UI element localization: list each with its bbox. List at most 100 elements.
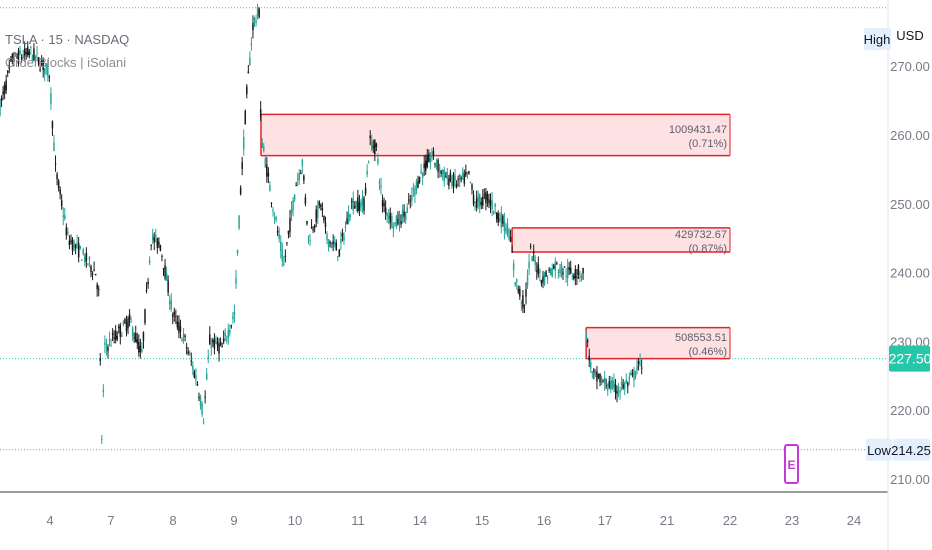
candle (630, 370, 632, 376)
candle-body (586, 340, 589, 342)
candle-body (221, 346, 223, 348)
candle (563, 266, 566, 268)
candle-body (384, 207, 387, 214)
candle-body (369, 135, 371, 139)
candle-body (344, 226, 347, 228)
candle-body (236, 250, 239, 254)
candle (546, 274, 549, 284)
candle (566, 258, 569, 287)
candle (594, 368, 597, 378)
order-block-volume: 429732.67 (675, 229, 727, 241)
candle-body (543, 273, 546, 285)
candle-body (91, 273, 94, 275)
candle (438, 163, 441, 178)
earnings-marker[interactable]: E (784, 444, 799, 484)
candle-body (195, 375, 197, 381)
candle (553, 263, 555, 270)
order-block: 508553.51 (0.46%) (585, 326, 731, 360)
candle-body (340, 238, 342, 244)
candle-body (48, 76, 51, 78)
candle (56, 171, 58, 186)
candle (170, 293, 172, 312)
candle-body (417, 181, 419, 188)
candle (443, 166, 445, 187)
candle (8, 59, 11, 74)
time-tick-label: 8 (169, 513, 176, 528)
candle-body (370, 141, 373, 151)
price-tick-label: 210.00 (890, 472, 930, 487)
candle-body (563, 266, 566, 268)
candle-body (485, 192, 487, 204)
candle-body (489, 200, 492, 206)
candle (11, 52, 14, 65)
candle (391, 212, 393, 229)
candle (622, 379, 624, 390)
last-price-badge-bg (889, 345, 930, 372)
candle-body (216, 342, 219, 346)
candle-body (355, 201, 358, 207)
candle-body (505, 227, 507, 232)
order-block: 429732.67 (0.87%) (511, 227, 731, 255)
candle (111, 328, 114, 342)
candle (275, 215, 277, 223)
candle-body (295, 185, 297, 187)
candle (352, 191, 354, 215)
candle-body (176, 321, 179, 328)
candle-body (622, 384, 624, 389)
candle (593, 367, 595, 380)
candle-body (131, 327, 134, 337)
candle-body (593, 369, 595, 372)
candle (556, 261, 558, 266)
candle (370, 134, 373, 152)
candle-body (108, 339, 111, 341)
candle-body (317, 206, 319, 219)
plot-area[interactable] (0, 7, 888, 451)
low-badge-label: Low (867, 443, 891, 458)
candle-body (411, 195, 413, 201)
candle (81, 259, 83, 261)
candle-body (287, 230, 290, 234)
candle (102, 384, 105, 398)
currency-badge[interactable]: USD (893, 24, 927, 46)
candle-body (597, 374, 600, 378)
candle-body (199, 397, 202, 407)
candle (633, 366, 635, 388)
candle-body (278, 234, 280, 240)
candle-body (105, 346, 108, 348)
candle-body (62, 215, 64, 217)
candle-body (389, 213, 392, 223)
candle (404, 211, 407, 224)
candle-body (483, 194, 486, 196)
candle (458, 173, 461, 188)
candle-body (494, 203, 496, 207)
candle (125, 315, 128, 337)
candle-body (346, 218, 348, 225)
candle-body (283, 263, 285, 265)
candle-body (59, 189, 61, 195)
time-axis[interactable]: 4 7 8 9 10 11 14 15 16 17 21 22 23 24 (46, 513, 861, 528)
candle (54, 155, 57, 172)
candle-body (474, 205, 476, 207)
candle-body (159, 245, 162, 251)
candle (255, 14, 257, 27)
candle-body (426, 155, 429, 168)
candle-body (529, 246, 532, 248)
candle (259, 101, 262, 122)
candle-body (73, 241, 75, 250)
price-axis[interactable]: 210.00220.00230.00240.00250.00260.00270.… (890, 59, 930, 487)
candle-body (5, 80, 7, 91)
candle (216, 337, 219, 352)
candle-body (548, 269, 550, 271)
candle (509, 229, 512, 243)
candle (403, 204, 405, 223)
candle-body (525, 289, 527, 297)
candle-body (634, 371, 637, 378)
candle (70, 234, 72, 245)
candle-body (71, 239, 74, 251)
candle (309, 233, 311, 246)
candle (421, 172, 424, 186)
candle (466, 171, 469, 180)
candle-body (185, 347, 188, 349)
candle (432, 147, 435, 160)
